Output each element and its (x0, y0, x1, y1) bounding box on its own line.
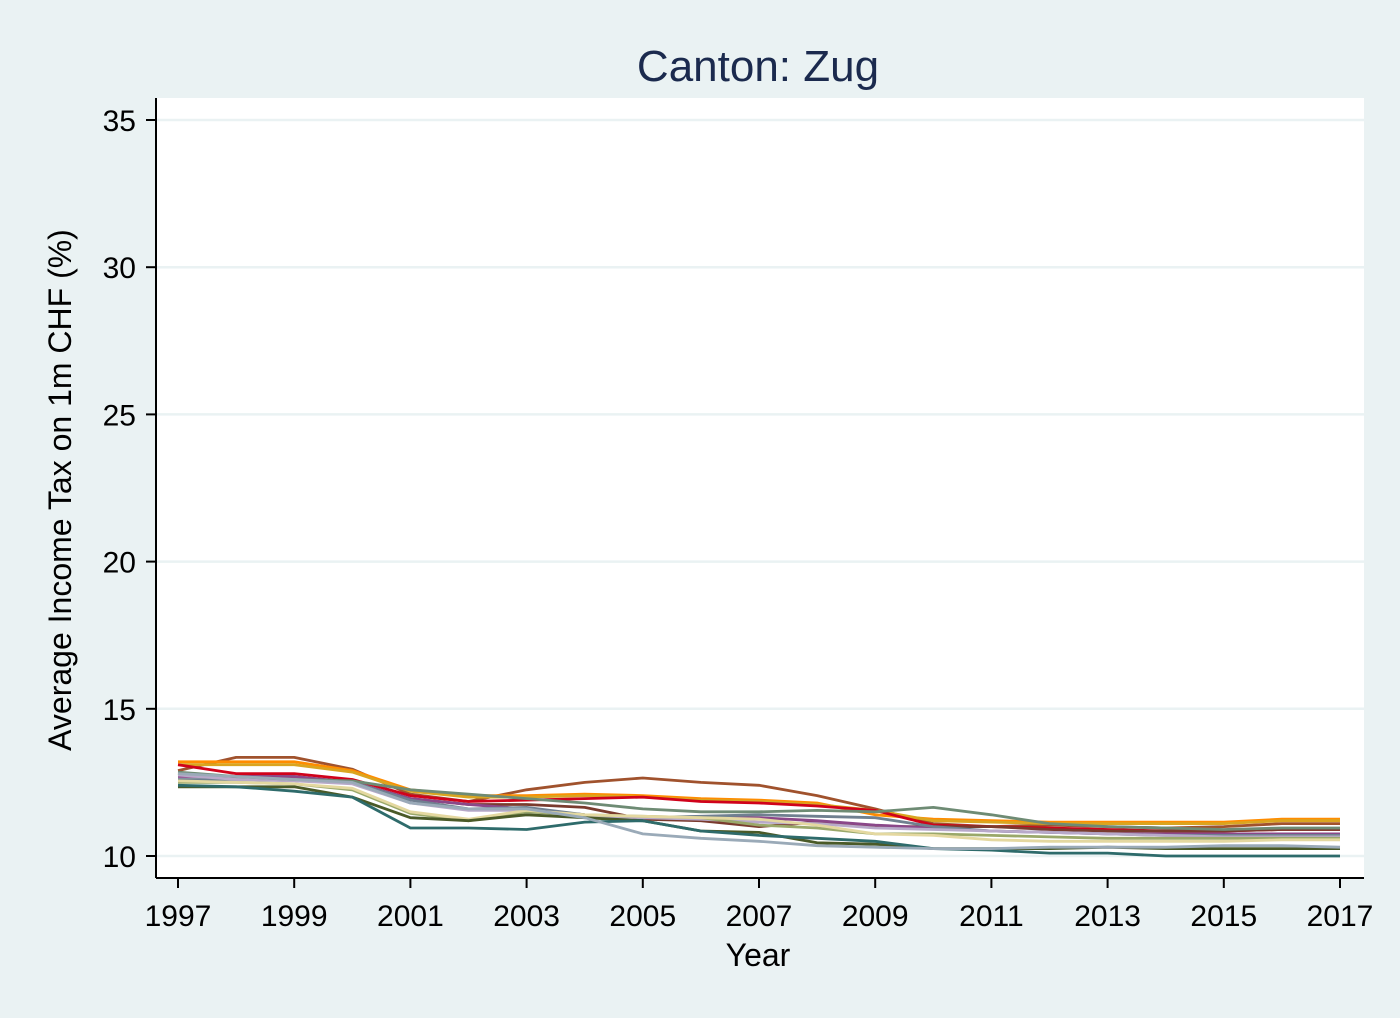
series-line-14 (177, 772, 1341, 850)
x-tick-label-2015: 2015 (1190, 900, 1257, 933)
x-tick-label-2003: 2003 (493, 900, 560, 933)
plot-background (156, 98, 1364, 878)
x-tick-label-1997: 1997 (145, 900, 212, 933)
y-tick-label-25: 25 (103, 399, 136, 432)
x-tick-label-2009: 2009 (842, 900, 909, 933)
y-axis-ticks: 10 15 20 25 30 35 (103, 105, 156, 874)
x-tick-label-2013: 2013 (1074, 900, 1141, 933)
x-tick-label-2011: 2011 (959, 900, 1024, 933)
x-tick-label-2007: 2007 (726, 900, 793, 933)
x-tick-label-2001: 2001 (377, 900, 444, 933)
y-tick-label-10: 10 (103, 841, 136, 874)
x-axis-ticks: 1997 1999 2001 2003 2005 2007 2009 2011 2013 2015… (145, 878, 1374, 933)
x-tick-label-1999: 1999 (261, 900, 328, 933)
y-axis-title: Average Income Tax on 1m CHF (%) (42, 229, 78, 751)
y-tick-label-20: 20 (103, 547, 136, 580)
chart-title: Canton: Zug (637, 42, 879, 91)
x-tick-label-2017: 2017 (1307, 900, 1374, 933)
series-line-3 (178, 763, 1340, 825)
y-tick-label-15: 15 (103, 694, 136, 727)
y-tick-label-35: 35 (103, 105, 136, 138)
series-line-11 (177, 779, 1340, 843)
series-line-9 (177, 770, 1340, 831)
y-tick-label-30: 30 (103, 252, 136, 285)
series-lines (177, 756, 1341, 858)
series-line-13 (177, 783, 1340, 858)
x-axis-title: Year (726, 937, 791, 973)
x-tick-label-2005: 2005 (609, 900, 676, 933)
